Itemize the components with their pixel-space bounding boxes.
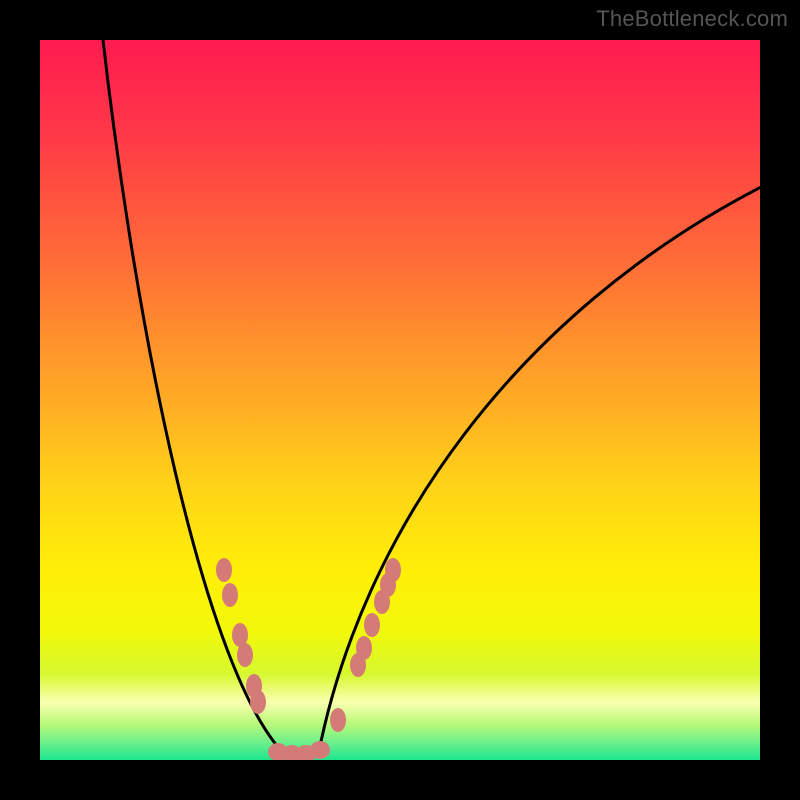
curve-marker	[330, 708, 346, 732]
curve-marker	[237, 643, 253, 667]
watermark-label: TheBottleneck.com	[596, 6, 788, 32]
curve-marker	[250, 690, 266, 714]
gradient-background	[40, 40, 760, 760]
curve-marker	[310, 741, 330, 759]
plot-area	[40, 40, 760, 760]
plot-svg	[40, 40, 760, 760]
curve-marker	[385, 558, 401, 582]
curve-marker	[222, 583, 238, 607]
curve-marker	[364, 613, 380, 637]
curve-marker	[356, 636, 372, 660]
curve-marker	[216, 558, 232, 582]
